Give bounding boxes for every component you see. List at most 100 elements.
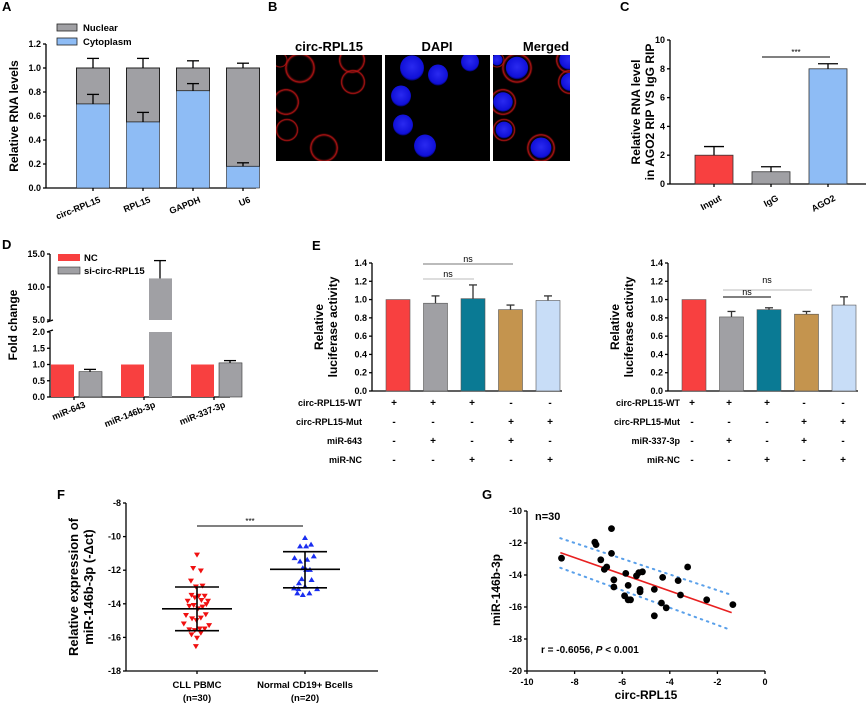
data-point	[658, 599, 665, 607]
y-axis-label-line: Relative RNA level	[629, 60, 643, 165]
y-tick-label: -18	[509, 634, 522, 644]
x-tick-label: Input	[699, 193, 723, 212]
y-axis-label: miR-146b-3p	[489, 554, 503, 626]
x-tick-label: -8	[571, 677, 579, 687]
data-point	[674, 577, 682, 584]
data-point	[662, 604, 670, 612]
y-tick-label: 1.0	[28, 63, 41, 73]
x-tick-label: -2	[713, 677, 721, 687]
x-axis-label: circ-RPL15	[615, 688, 678, 702]
nucleus-signal	[493, 92, 513, 112]
y-tick-label: 6	[660, 93, 665, 103]
micro-title-dapi: DAPI	[421, 39, 452, 54]
chart-a: 0.0 0.2 0.4 0.6 0.8 1.0 1.2 Relative RNA levels…	[7, 23, 260, 221]
micro-title-merged: Merged	[523, 39, 569, 54]
x-tick-label: -10	[520, 677, 533, 687]
y-tick-label: 4	[660, 121, 665, 131]
data-point	[592, 541, 600, 548]
y-tick-label: -14	[108, 599, 121, 609]
data-point	[677, 591, 684, 599]
cell-membrane-signal	[338, 55, 366, 74]
x-tick-label: IgG	[762, 193, 780, 209]
x-tick-label: miR-643	[51, 400, 87, 422]
y-tick-label: -16	[108, 632, 121, 642]
data-point	[627, 596, 634, 604]
data-point	[186, 627, 193, 633]
y-tick-label: 0.0	[28, 183, 41, 193]
y-tick-label: 0.4	[28, 135, 41, 145]
condition-mark: -	[727, 455, 730, 466]
y-tick-label: 0.8	[650, 313, 663, 323]
condition-mark: -	[392, 436, 395, 447]
bar	[535, 300, 561, 392]
y-axis-label-line: Fold change	[6, 289, 20, 360]
data-point	[302, 534, 308, 540]
data-point	[297, 543, 304, 549]
data-point	[180, 621, 187, 627]
annotation-n: n=30	[535, 511, 560, 523]
data-point	[610, 576, 618, 584]
data-point	[294, 590, 301, 596]
condition-mark: +	[689, 398, 695, 409]
bar-nc	[51, 364, 74, 397]
condition-table: circ-RPL15-WT + + + - -circ-RPL15-Mut - - - + +miR…	[614, 398, 846, 466]
condition-mark: -	[548, 398, 551, 409]
x-tick-label: -4	[666, 677, 674, 687]
y-tick-label: 0.0	[354, 386, 367, 396]
x-tick-sublabel: (n=20)	[291, 693, 319, 704]
cell-group	[493, 55, 570, 161]
condition-mark: +	[430, 436, 436, 447]
condition-mark: +	[764, 398, 770, 409]
condition-mark: +	[430, 398, 436, 409]
nucleus-signal	[560, 72, 570, 92]
data-point	[188, 592, 195, 598]
y-tick-label: 0	[660, 179, 665, 189]
condition-mark: +	[801, 417, 807, 428]
bar	[460, 298, 486, 392]
data-point	[558, 554, 565, 562]
data-point	[206, 623, 213, 629]
data-point	[194, 635, 200, 641]
condition-mark: -	[392, 455, 395, 466]
y-axis-label-line: luciferase activity	[326, 276, 340, 377]
y-tick-label: -10	[509, 506, 522, 516]
significance-label: ns	[742, 287, 752, 297]
nucleus-signal	[461, 55, 479, 72]
chart-g: -10-12-14-16-18-20-10 -8 -6 -4 -2 0circ-RPL15…	[489, 506, 768, 702]
condition-mark: -	[802, 398, 805, 409]
data-point	[597, 556, 605, 564]
x-tick-label: -6	[618, 677, 626, 687]
condition-mark: +	[391, 398, 397, 409]
significance-label: ns	[463, 254, 473, 264]
x-tick-label: RPL15	[122, 195, 152, 215]
data-point	[199, 583, 206, 589]
y-tick-label: 10	[655, 35, 665, 45]
bar-nc	[121, 364, 144, 397]
y-axis-label: Relativeluciferase activity	[608, 276, 636, 377]
data-point	[199, 604, 206, 610]
dapi-group	[391, 55, 479, 158]
data-point	[298, 576, 305, 582]
data-point	[314, 586, 321, 592]
y-tick-label: 5.0	[32, 315, 45, 325]
data-point	[201, 626, 208, 632]
cell-membrane-signal	[276, 118, 299, 142]
cell-membrane-signal	[276, 55, 288, 68]
data-point	[622, 570, 630, 577]
data-point	[196, 626, 203, 632]
data-point	[636, 588, 644, 596]
y-axis-label-line: Relative RNA levels	[7, 60, 21, 172]
data-point	[624, 582, 632, 589]
condition-mark: -	[765, 417, 768, 428]
y-tick-label: -16	[509, 602, 522, 612]
bar-nc	[191, 364, 214, 397]
data-point	[608, 550, 615, 557]
condition-label: miR-NC	[647, 455, 680, 465]
data-point	[684, 563, 692, 571]
condition-label: miR-NC	[329, 455, 362, 465]
condition-label: circ-RPL15-WT	[298, 398, 363, 408]
legend-label-nuclear: Nuclear	[83, 23, 118, 34]
condition-mark: +	[764, 455, 770, 466]
